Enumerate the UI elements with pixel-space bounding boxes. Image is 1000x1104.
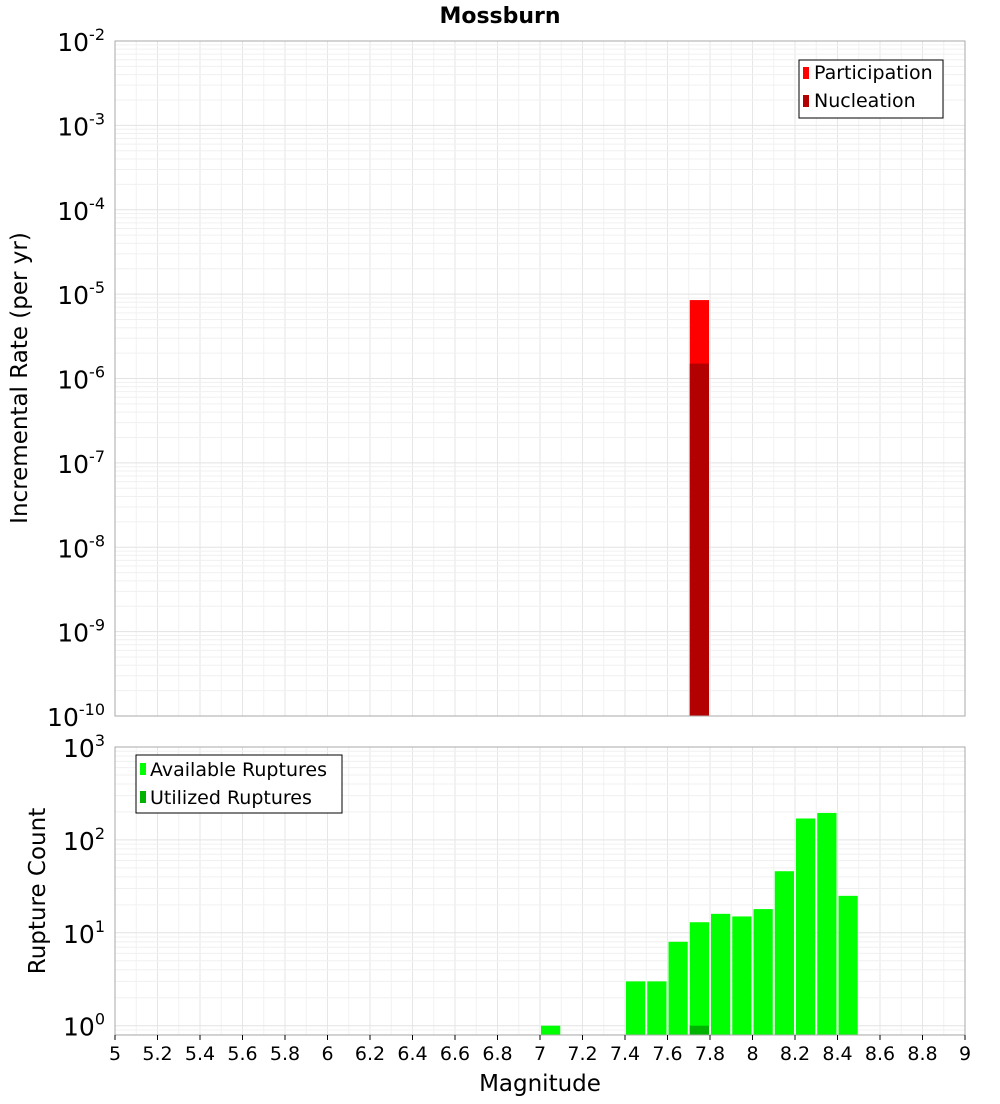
legend-swatch-nucleation: [803, 95, 809, 107]
count-series-0-bar: [541, 1025, 561, 1035]
x-tick-label: 7: [534, 1043, 546, 1065]
legend-label-participation: Participation: [814, 62, 933, 84]
count-series-0-bar: [796, 818, 816, 1035]
x-tick-label: 6.8: [482, 1043, 512, 1065]
bottom-legend: Available Ruptures Utilized Ruptures: [135, 754, 343, 814]
top-panel-grid: [114, 41, 966, 717]
top-y-axis-label: Incremental Rate (per yr): [7, 232, 33, 524]
x-tick-label: 7.4: [610, 1043, 640, 1065]
chart-title: Mossburn: [439, 4, 560, 29]
x-tick-label: 7.6: [652, 1043, 682, 1065]
x-tick-label: 8.8: [907, 1043, 937, 1065]
x-tick-label: 5: [109, 1043, 121, 1065]
top-y-tick-label: 10-9: [57, 616, 105, 648]
top-y-tick-label: 10-10: [47, 700, 105, 732]
bottom-panel-y-ticks: 103 102 101 100: [63, 731, 105, 1042]
x-axis-label: Magnitude: [479, 1071, 601, 1097]
legend-swatch-available: [140, 763, 146, 775]
legend-label-nucleation: Nucleation: [814, 90, 916, 112]
legend-swatch-utilized: [140, 791, 146, 803]
top-y-tick-label: 10-3: [57, 109, 105, 141]
x-tick-label: 6: [321, 1043, 333, 1065]
count-series-0-bar: [753, 909, 773, 1035]
rate-series-1-bar: [689, 363, 709, 716]
count-series-0-bar: [732, 916, 752, 1035]
top-y-tick-label: 10-6: [57, 363, 105, 395]
bottom-y-tick-label: 100: [63, 1010, 105, 1042]
count-series-0-bar: [838, 895, 858, 1035]
count-series-1-bar: [689, 1025, 709, 1035]
top-legend: Participation Nucleation: [798, 59, 944, 119]
x-tick-label: 7.2: [567, 1043, 597, 1065]
bottom-y-tick-label: 102: [63, 824, 105, 856]
count-series-0-bar: [711, 913, 731, 1035]
count-series-0-bar: [774, 871, 794, 1035]
top-y-tick-label: 10-4: [57, 194, 105, 226]
top-panel-frame: [114, 40, 966, 717]
x-tick-label: 5.4: [185, 1043, 215, 1065]
count-series-0-bar: [647, 981, 667, 1035]
bottom-y-axis-label: Rupture Count: [25, 808, 51, 974]
x-tick-label: 7.8: [695, 1043, 725, 1065]
x-tick-label: 8.6: [865, 1043, 895, 1065]
x-tick-label: 8: [746, 1043, 758, 1065]
bottom-panel-bars: [541, 812, 858, 1035]
count-series-0-bar: [668, 941, 688, 1035]
top-legend-box: [798, 59, 944, 119]
top-panel-bars: [689, 300, 709, 716]
x-tick-label: 8.2: [780, 1043, 810, 1065]
x-tick-label: 6.2: [355, 1043, 385, 1065]
x-tick-label: 5.6: [227, 1043, 257, 1065]
top-y-tick-label: 10-2: [57, 25, 105, 57]
count-series-0-bar: [817, 812, 837, 1035]
count-series-0-bar: [626, 981, 646, 1035]
count-series-0-bar: [689, 922, 709, 1035]
x-tick-label: 5.8: [270, 1043, 300, 1065]
x-tick-label: 6.6: [440, 1043, 470, 1065]
x-tick-label: 8.4: [822, 1043, 852, 1065]
bottom-legend-box: [135, 754, 343, 814]
bottom-y-tick-label: 101: [63, 917, 105, 949]
x-tick-label: 9: [959, 1043, 971, 1065]
legend-label-utilized: Utilized Ruptures: [150, 787, 312, 809]
top-y-tick-label: 10-5: [57, 278, 105, 310]
top-panel-y-ticks: 10-2 10-3 10-4 10-5 10-6 10-7 10-8 10-9 10-10: [47, 25, 105, 732]
legend-swatch-participation: [803, 67, 809, 79]
x-tick-label: 6.4: [397, 1043, 427, 1065]
legend-label-available: Available Ruptures: [150, 759, 327, 781]
x-tick-label: 5.2: [142, 1043, 172, 1065]
bottom-y-tick-label: 103: [63, 731, 105, 763]
top-y-tick-label: 10-8: [57, 531, 105, 563]
x-axis-ticks: 5 5.2 5.4 5.6 5.8 6 6.2 6.4 6.6 6.8 7 7.2 7.4 7.6 7.8 8…: [109, 1035, 971, 1065]
top-y-tick-label: 10-7: [57, 447, 105, 479]
